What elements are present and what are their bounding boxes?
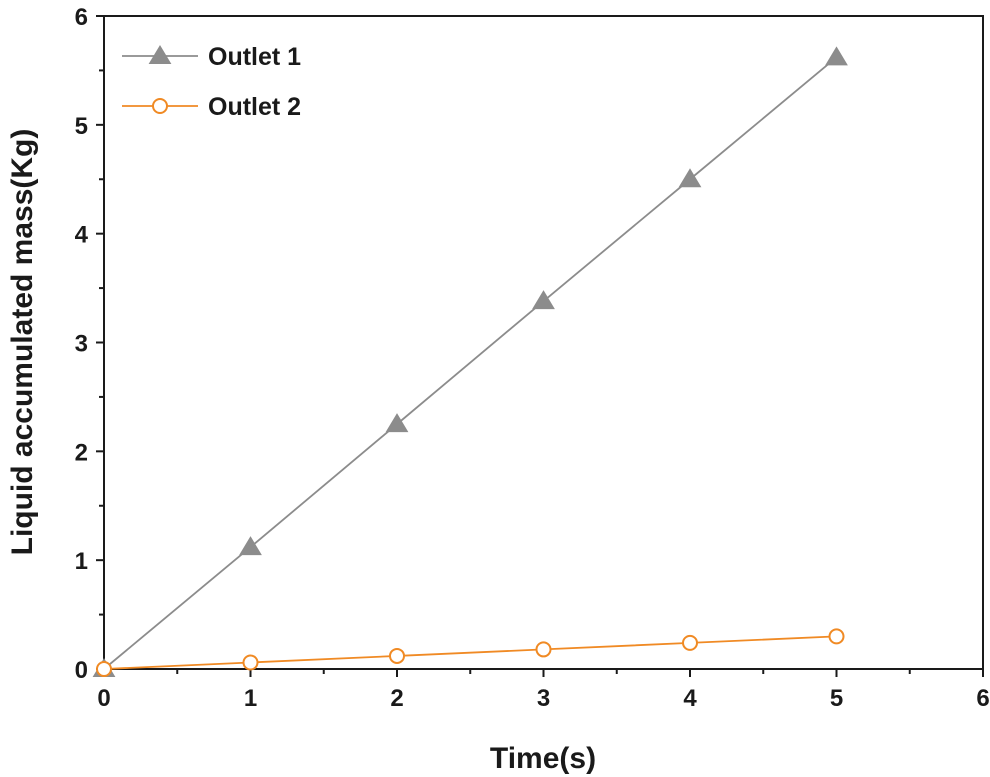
- axes: 0 1 2 3 4 5 6 0 1 2 3 4 5 6: [75, 4, 990, 712]
- data-point: [389, 647, 405, 664]
- x-tick-label: 0: [97, 685, 110, 712]
- y-tick-label: 4: [75, 222, 89, 249]
- series-2: [96, 628, 845, 677]
- data-point: [682, 634, 698, 651]
- y-tick-label: 5: [75, 113, 88, 140]
- y-tick-label: 3: [75, 331, 88, 358]
- x-tick-label: 4: [683, 685, 697, 712]
- legend-marker: [152, 98, 168, 114]
- series-layer: [92, 46, 848, 677]
- data-point: [532, 290, 555, 310]
- x-tick-label: 2: [390, 685, 403, 712]
- legend-marker: [148, 45, 172, 64]
- y-tick-label: 0: [75, 657, 88, 684]
- legend-label: Outlet 2: [208, 93, 301, 121]
- x-tick-label: 3: [537, 685, 550, 712]
- legend: Outlet 1 Outlet 2: [122, 43, 301, 121]
- x-tick-label: 5: [830, 685, 843, 712]
- data-point: [678, 168, 702, 188]
- data-point: [385, 413, 409, 433]
- data-point: [828, 628, 845, 645]
- x-axis-title: Time(s): [490, 742, 596, 775]
- x-tick-label: 6: [976, 685, 989, 712]
- data-point: [825, 46, 848, 66]
- data-point: [96, 661, 112, 677]
- y-tick-label: 2: [75, 439, 88, 466]
- y-axis-title: Liquid accumulated mass(Kg): [6, 129, 39, 556]
- legend-label: Outlet 1: [208, 43, 301, 71]
- series-1: [92, 46, 848, 677]
- data-point: [242, 654, 259, 671]
- series-line: [103, 56, 838, 670]
- series-line: [103, 635, 837, 670]
- data-point: [239, 536, 262, 556]
- y-tick-label: 6: [75, 4, 88, 31]
- data-point: [535, 641, 552, 658]
- x-tick-label: 1: [244, 685, 257, 712]
- y-tick-label: 1: [75, 548, 88, 575]
